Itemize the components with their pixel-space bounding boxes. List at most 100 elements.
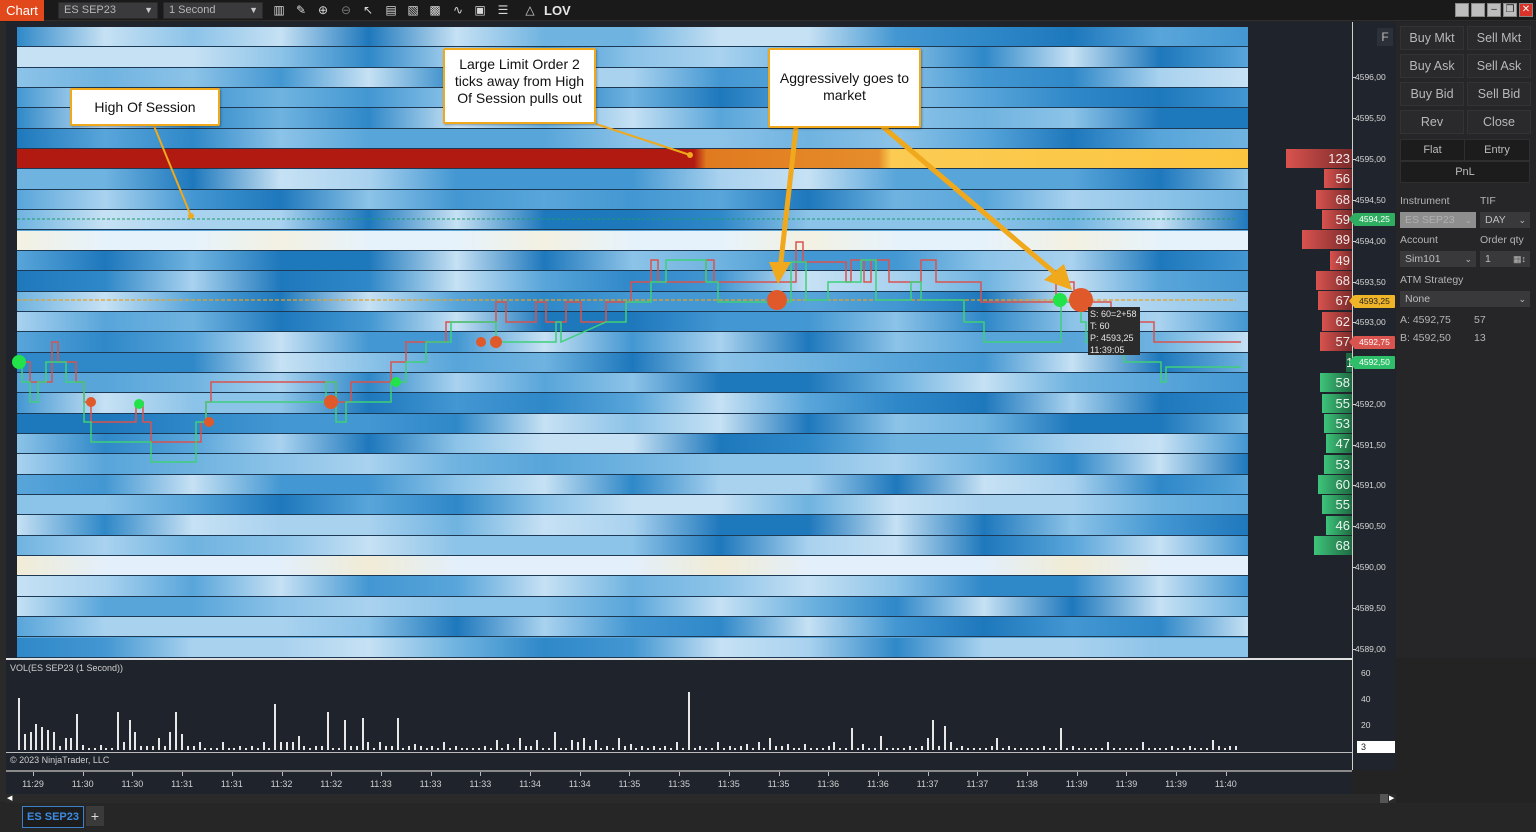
list-icon[interactable]: ☰ xyxy=(497,3,509,17)
volume-bar xyxy=(425,748,428,750)
interval-value: 1 Second xyxy=(169,4,216,16)
volume-bar xyxy=(23,734,26,750)
volume-bar xyxy=(285,742,288,750)
current-volume-tag: 3 xyxy=(1357,741,1395,753)
volume-bar xyxy=(681,748,684,750)
price-tick xyxy=(1352,445,1356,446)
volume-bar xyxy=(268,748,271,750)
volume-bar xyxy=(670,748,673,750)
volume-bar xyxy=(990,746,993,750)
pencil-draw-icon[interactable]: ✎ xyxy=(295,3,307,17)
account-select[interactable]: Sim101 ⌄ xyxy=(1400,251,1476,267)
volume-bar xyxy=(652,746,655,750)
volume-bar xyxy=(635,748,638,750)
ask-depth-bar: 62 xyxy=(1322,311,1352,331)
volume-bar xyxy=(518,738,521,750)
volume-axis-label: 40 xyxy=(1361,694,1371,704)
tab-es-sep23[interactable]: ES SEP23 xyxy=(22,806,84,828)
time-tick xyxy=(679,772,681,776)
volume-bar xyxy=(87,748,90,750)
time-tick xyxy=(629,772,631,776)
volume-bar xyxy=(221,742,224,750)
scroll-right-icon[interactable]: ▶ xyxy=(1389,795,1395,802)
price-chart-panel[interactable]: High Of Session Large Limit Order 2 tick… xyxy=(6,22,1360,658)
heatmap-price-level xyxy=(17,556,1248,577)
tif-select[interactable]: DAY ⌄ xyxy=(1480,212,1530,228)
tile-icon[interactable] xyxy=(1471,3,1485,17)
scroll-left-icon[interactable]: ◀ xyxy=(7,795,13,802)
volume-bar xyxy=(903,748,906,750)
volume-bar xyxy=(1159,748,1162,750)
volume-bar xyxy=(367,742,370,750)
price-label: 4596,00 xyxy=(1355,72,1386,82)
fit-button[interactable]: F xyxy=(1377,28,1393,46)
zoom-out-icon[interactable]: ⊖ xyxy=(340,3,352,17)
strategies-icon[interactable]: ∿ xyxy=(452,3,464,17)
price-label: 4590,50 xyxy=(1355,521,1386,531)
buy-ask-button[interactable]: Buy Ask xyxy=(1400,54,1464,78)
volume-bar xyxy=(1112,748,1115,750)
pointer-icon[interactable]: ↖ xyxy=(362,3,374,17)
restore-icon[interactable]: ❐ xyxy=(1503,3,1517,17)
buy-bid-button[interactable]: Buy Bid xyxy=(1400,82,1464,106)
tile-icon[interactable] xyxy=(1455,3,1469,17)
price-tag-last: 4593,25 xyxy=(1349,295,1395,308)
volume-bar xyxy=(839,748,842,750)
volume-bar xyxy=(344,720,347,750)
volume-bar xyxy=(577,742,580,750)
volume-bar xyxy=(239,746,242,750)
volume-bar xyxy=(373,748,376,750)
indicators-icon[interactable]: ▩ xyxy=(429,3,441,17)
volume-bar xyxy=(1083,748,1086,750)
reverse-button[interactable]: Rev xyxy=(1400,110,1464,134)
time-label: 11:37 xyxy=(966,779,989,789)
atm-strategy-select[interactable]: None ⌄ xyxy=(1400,291,1530,307)
price-tick xyxy=(1352,200,1356,201)
lov-button[interactable]: LOV xyxy=(544,3,571,18)
instrument-selector[interactable]: ES SEP23 ▼ xyxy=(58,2,158,19)
volume-bar xyxy=(1171,746,1174,750)
volume-bar xyxy=(250,746,253,750)
zoom-in-icon[interactable]: ⊕ xyxy=(317,3,329,17)
order-qty-stepper[interactable]: 1 ▦↕ xyxy=(1480,251,1530,267)
volume-bar xyxy=(466,748,469,750)
templates-icon[interactable]: ▣ xyxy=(474,3,486,17)
account-label: Account xyxy=(1400,234,1438,246)
add-tab-button[interactable]: + xyxy=(86,806,104,826)
volume-bar xyxy=(1077,748,1080,750)
chevron-down-icon: ▼ xyxy=(249,5,258,15)
data-box-icon[interactable]: ▤ xyxy=(385,3,397,17)
horizontal-scrollbar[interactable]: ◀ ▶ xyxy=(6,794,1396,803)
buy-market-button[interactable]: Buy Mkt xyxy=(1400,26,1464,50)
volume-bar xyxy=(1095,748,1098,750)
close-position-button[interactable]: Close xyxy=(1467,110,1531,134)
interval-selector[interactable]: 1 Second ▼ xyxy=(163,2,263,19)
volume-panel[interactable]: VOL(ES SEP23 (1 Second)) © 2023 NinjaTra… xyxy=(6,658,1352,770)
volume-bar xyxy=(582,738,585,750)
ask-depth-bar: 59 xyxy=(1322,210,1352,230)
time-tick xyxy=(977,772,979,776)
volume-bar xyxy=(76,714,79,750)
sell-ask-button[interactable]: Sell Ask xyxy=(1467,54,1531,78)
volume-bar xyxy=(186,746,189,750)
volume-bar xyxy=(594,740,597,750)
time-axis[interactable]: 11:29 11:30 11:30 11:31 11:31 11:32 11:32 11:33… xyxy=(6,770,1352,794)
bar-type-icon[interactable]: ▥ xyxy=(273,3,285,17)
heatmap-price-level xyxy=(17,413,1248,434)
sell-market-button[interactable]: Sell Mkt xyxy=(1467,26,1531,50)
volume-bar xyxy=(1211,740,1214,750)
volume-bar xyxy=(1054,748,1057,750)
bid-size: 13 xyxy=(1474,332,1486,344)
close-icon[interactable]: ✕ xyxy=(1519,3,1533,17)
price-axis[interactable]: 4596,00 4595,50 4595,00 4594,50 4594,00 4593,… xyxy=(1349,22,1395,658)
lov-icon: △ xyxy=(525,3,535,17)
chart-toolbar: Chart ES SEP23 ▼ 1 Second ▼ ▥ ✎ ⊕ ⊖ ↖ ▤ … xyxy=(0,0,1536,21)
sell-bid-button[interactable]: Sell Bid xyxy=(1467,82,1531,106)
calculator-icon[interactable]: ▦↕ xyxy=(1512,254,1526,264)
properties-icon[interactable]: ▧ xyxy=(407,3,419,17)
minimize-icon[interactable]: – xyxy=(1487,3,1501,17)
scrollbar-thumb[interactable] xyxy=(1380,794,1388,803)
time-tick xyxy=(778,772,780,776)
volume-bar xyxy=(175,712,178,750)
volume-bar xyxy=(1235,746,1238,750)
